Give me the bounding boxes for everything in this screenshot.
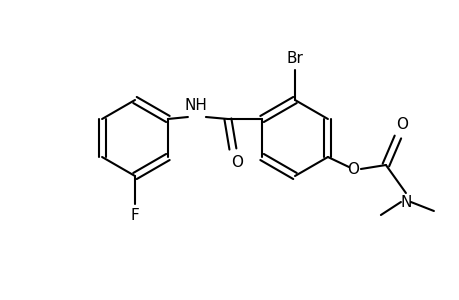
Text: Br: Br xyxy=(286,51,303,66)
Text: O: O xyxy=(346,161,358,176)
Text: F: F xyxy=(130,208,139,223)
Text: N: N xyxy=(399,195,411,210)
Text: O: O xyxy=(230,155,242,170)
Text: O: O xyxy=(395,117,407,132)
Text: NH: NH xyxy=(184,98,207,113)
